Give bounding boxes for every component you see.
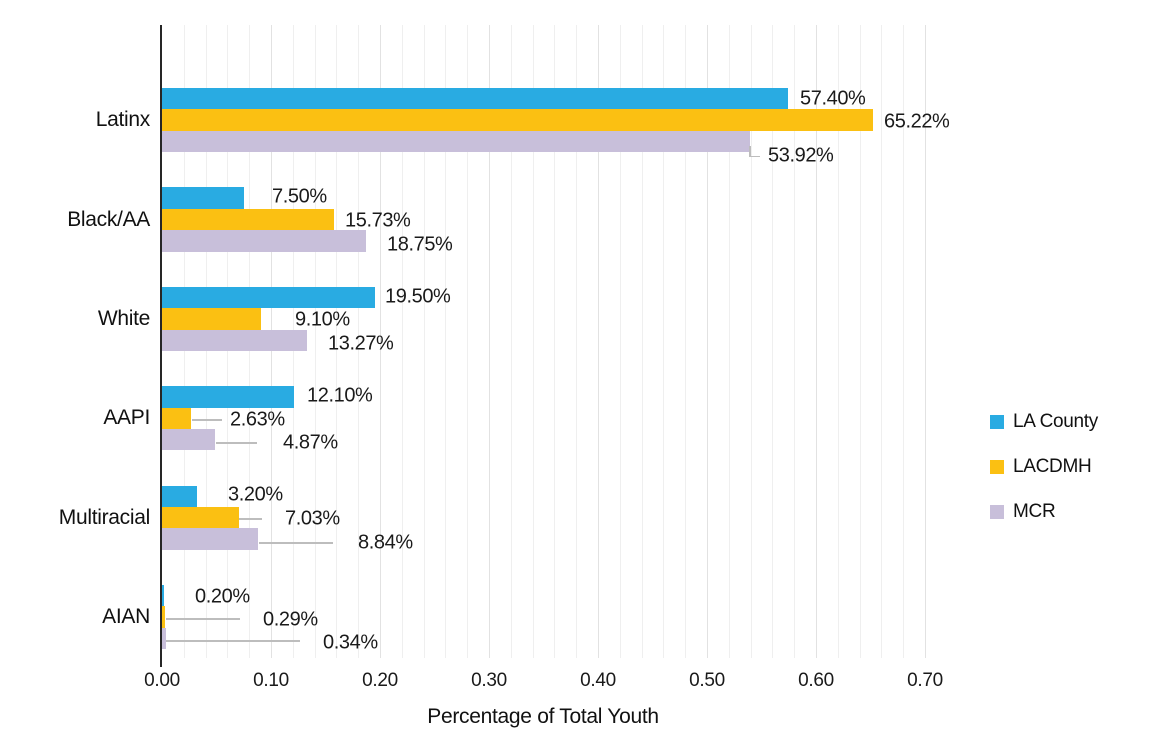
x-tick-label-0.10: 0.10	[253, 670, 289, 691]
gridline-minor	[314, 25, 316, 658]
bar-white-mcr	[162, 329, 307, 351]
data-label-aapi-lacdmh: 2.63%	[230, 408, 285, 431]
bar-multiracial-la-county	[162, 485, 197, 507]
data-label-black-aa-lacdmh: 15.73%	[345, 209, 411, 232]
x-tick-label-0.40: 0.40	[580, 670, 616, 691]
gridline-minor	[619, 25, 621, 658]
leader-line	[166, 640, 300, 642]
data-label-black-aa-la-county: 7.50%	[272, 185, 327, 208]
bar-aian-mcr	[162, 627, 166, 650]
gridline-major	[489, 25, 490, 658]
gridline-major	[598, 25, 599, 658]
data-label-aian-la-county: 0.20%	[195, 585, 250, 608]
data-label-latinx-la-county: 57.40%	[800, 87, 866, 110]
category-label-black-aa: Black/AA	[67, 207, 150, 231]
bar-multiracial-mcr	[162, 528, 259, 550]
gridline-major	[380, 25, 381, 658]
gridline-minor	[467, 25, 469, 658]
gridline-major	[707, 25, 708, 658]
data-label-multiracial-la-county: 3.20%	[228, 483, 283, 506]
leader-line-elbow-horizontal	[749, 155, 760, 157]
data-label-black-aa-mcr: 18.75%	[387, 233, 453, 256]
bar-latinx-lacdmh	[162, 109, 873, 131]
x-axis-title: Percentage of Total Youth	[427, 705, 659, 728]
gridline-minor	[750, 25, 752, 658]
legend-swatch-mcr	[990, 505, 1004, 519]
gridline-minor	[859, 25, 861, 658]
bar-black-aa-mcr	[162, 230, 367, 252]
bar-latinx-la-county	[162, 88, 788, 110]
category-label-aapi: AAPI	[103, 406, 150, 430]
gridline-minor	[881, 25, 883, 658]
gridline-minor	[445, 25, 447, 658]
legend-label-mcr: MCR	[1013, 501, 1056, 522]
gridline-minor	[685, 25, 687, 658]
bar-aapi-mcr	[162, 429, 216, 451]
gridline-minor	[663, 25, 665, 658]
category-label-multiracial: Multiracial	[58, 505, 151, 529]
bar-white-la-county	[162, 286, 375, 309]
x-tick-label-0.20: 0.20	[362, 670, 398, 691]
category-label-latinx: Latinx	[95, 108, 151, 132]
gridline-minor	[837, 25, 839, 658]
x-tick-label-0.30: 0.30	[471, 670, 507, 691]
bar-aapi-lacdmh	[162, 407, 191, 429]
leader-line	[259, 542, 333, 544]
gridline-minor	[576, 25, 578, 658]
leader-line	[216, 442, 257, 444]
bar-aian-lacdmh	[162, 606, 166, 628]
leader-line	[239, 518, 262, 520]
leader-line	[192, 419, 222, 421]
data-label-aian-lacdmh: 0.29%	[263, 608, 318, 631]
bar-latinx-mcr	[162, 130, 750, 153]
data-label-aian-mcr: 0.34%	[323, 631, 378, 654]
y-axis-line	[160, 25, 162, 667]
gridline-minor	[358, 25, 360, 658]
gridline-minor	[401, 25, 403, 658]
legend-swatch-la-county	[990, 415, 1004, 429]
gridline-minor	[532, 25, 534, 658]
bar-black-aa-la-county	[162, 187, 244, 209]
gridline-major	[816, 25, 817, 658]
data-label-white-lacdmh: 9.10%	[295, 308, 350, 331]
data-label-multiracial-mcr: 8.84%	[358, 531, 413, 554]
leader-line	[166, 618, 240, 620]
leader-line-elbow-vertical	[749, 146, 751, 157]
data-label-white-mcr: 13.27%	[328, 332, 394, 355]
bar-aapi-la-county	[162, 386, 294, 408]
x-tick-label-0.70: 0.70	[907, 670, 943, 691]
gridline-minor	[423, 25, 425, 658]
legend-label-lacdmh: LACDMH	[1013, 456, 1092, 477]
gridline-minor	[641, 25, 643, 658]
bar-aian-la-county	[162, 585, 165, 607]
x-tick-label-0.50: 0.50	[689, 670, 725, 691]
gridline-minor	[336, 25, 338, 658]
bar-black-aa-lacdmh	[162, 208, 334, 231]
gridline-minor	[794, 25, 796, 658]
gridline-minor	[728, 25, 730, 658]
data-label-white-la-county: 19.50%	[385, 285, 451, 308]
legend-swatch-lacdmh	[990, 460, 1004, 474]
category-label-white: White	[97, 306, 150, 330]
gridline-minor	[510, 25, 512, 658]
bar-multiracial-lacdmh	[162, 507, 239, 529]
bar-white-lacdmh	[162, 308, 262, 330]
category-label-aian: AIAN	[102, 605, 150, 629]
gridline-minor	[554, 25, 556, 658]
data-label-multiracial-lacdmh: 7.03%	[285, 507, 340, 530]
data-label-aapi-mcr: 4.87%	[283, 431, 338, 454]
x-tick-label-0.60: 0.60	[798, 670, 834, 691]
data-label-latinx-mcr: 53.92%	[768, 144, 834, 167]
gridline-minor	[772, 25, 774, 658]
legend-label-la-county: LA County	[1013, 411, 1098, 432]
data-label-latinx-lacdmh: 65.22%	[884, 110, 950, 133]
x-tick-label-0.00: 0.00	[144, 670, 180, 691]
gridline-minor	[903, 25, 905, 658]
data-label-aapi-la-county: 12.10%	[307, 384, 373, 407]
gridline-major	[925, 25, 926, 658]
